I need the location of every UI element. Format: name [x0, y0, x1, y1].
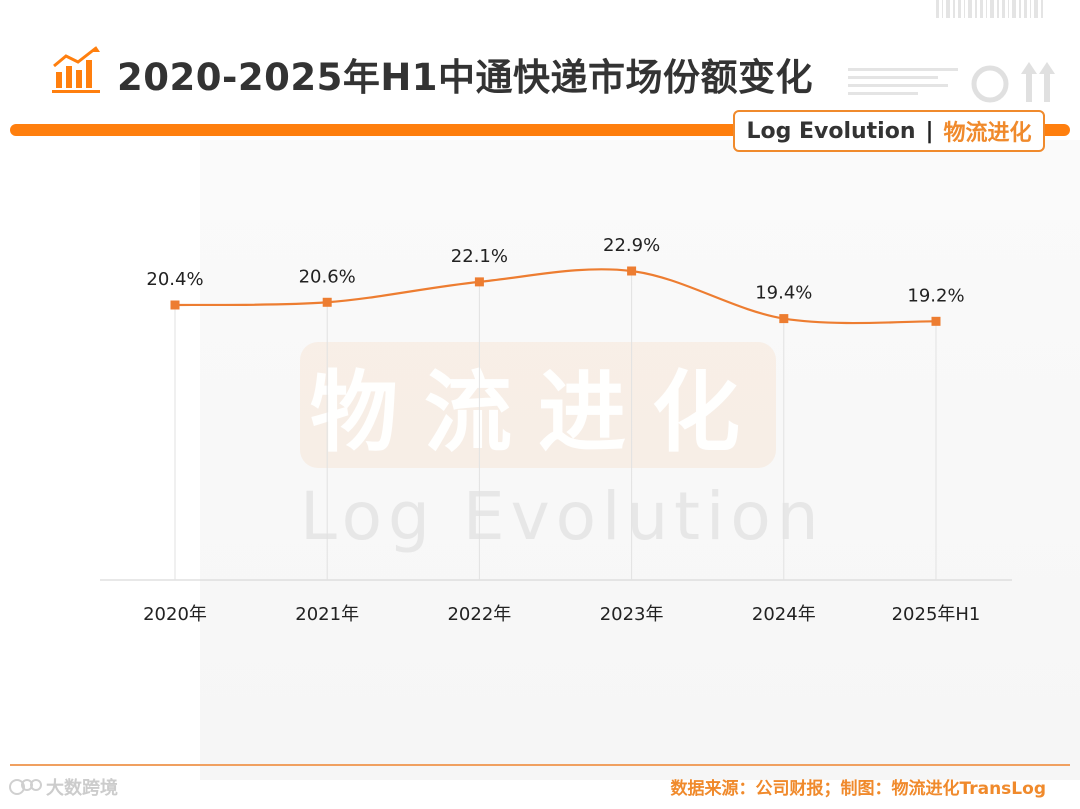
chart-background-panel — [200, 140, 1080, 780]
data-label-2: 22.1% — [451, 246, 508, 267]
x-tick-label-1: 2021年 — [295, 604, 359, 625]
data-point-4 — [779, 314, 789, 324]
platform-logo-icon — [9, 779, 42, 795]
watermark-en: Log Evolution — [300, 478, 825, 555]
page-title: 2020-2025年H1中通快递市场份额变化 — [117, 56, 814, 99]
data-label-1: 20.6% — [299, 266, 356, 287]
x-tick-label-3: 2023年 — [600, 604, 664, 625]
packaging-decoration — [848, 0, 1055, 103]
data-point-0 — [170, 300, 180, 310]
data-label-4: 19.4% — [755, 283, 812, 304]
platform-watermark-text: 大数跨境 — [46, 778, 118, 799]
x-tick-label-5: 2025年H1 — [892, 604, 981, 625]
watermark-cn: 物流进化 — [300, 342, 776, 468]
data-label-0: 20.4% — [146, 269, 203, 290]
data-point-2 — [474, 277, 484, 287]
brand-separator: | — [925, 118, 934, 144]
x-tick-label-4: 2024年 — [752, 604, 816, 625]
data-source-note: 数据来源：公司财报；制图：物流进化TransLog — [670, 779, 1047, 799]
brand-name-en: Log Evolution — [746, 118, 916, 144]
x-tick-label-2: 2022年 — [447, 604, 511, 625]
series-line — [174, 268, 937, 325]
data-label-3: 22.9% — [603, 235, 660, 256]
data-point-3 — [627, 266, 637, 276]
footer-divider — [10, 764, 1070, 766]
brand-name-cn: 物流进化 — [943, 121, 1032, 146]
data-point-5 — [931, 316, 941, 326]
platform-watermark: 大数跨境 — [8, 774, 118, 800]
bar-chart-icon — [52, 46, 100, 93]
data-point-1 — [322, 297, 332, 307]
x-tick-label-0: 2020年 — [143, 604, 207, 625]
brand-logo-box: Log Evolution | 物流进化 — [733, 110, 1045, 152]
data-label-5: 19.2% — [907, 285, 964, 306]
